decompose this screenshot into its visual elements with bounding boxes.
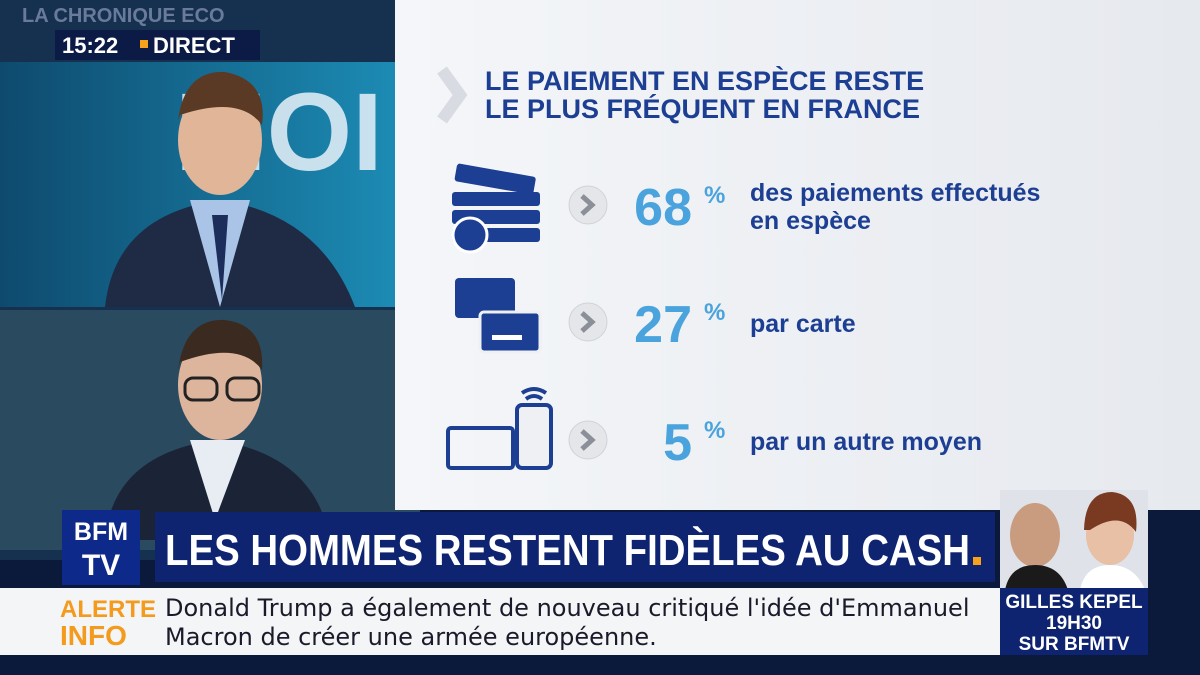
ticker-bar <box>0 588 1000 655</box>
logo-bottom: TV <box>82 549 120 582</box>
percent-value: 27 <box>634 296 692 354</box>
item-label: par carte <box>750 310 856 338</box>
ticker-tag: ALERTE <box>60 596 156 623</box>
percent-value: 68 <box>634 179 692 237</box>
ticker-tag: INFO <box>60 620 127 651</box>
promo-channel: SUR BFMTV <box>1019 634 1130 655</box>
percent-unit: % <box>704 417 725 444</box>
cheque-phone-icon <box>446 387 553 470</box>
guest-body <box>1080 565 1145 590</box>
item-label: en espèce <box>750 207 871 235</box>
promo-name: GILLES KEPEL <box>1005 592 1143 613</box>
percent-unit: % <box>704 299 725 326</box>
percent-unit: % <box>704 182 725 209</box>
bullet <box>568 302 608 342</box>
bullet-chevron <box>580 311 596 333</box>
item-label: des paiements effectués <box>750 179 1040 207</box>
guest-body <box>1005 565 1068 590</box>
info-title: LE PAIEMENT EN ESPÈCE RESTE <box>485 65 924 96</box>
clock: 15:22 <box>62 33 118 58</box>
card-icon <box>455 278 542 354</box>
headline: LES HOMMES RESTENT FIDÈLES AU CASH <box>165 525 970 575</box>
logo-top: BFM <box>74 518 128 546</box>
ticker-text: Macron de créer une armée européenne. <box>165 623 657 651</box>
live-dot <box>140 40 148 48</box>
percent-value: 5 <box>663 414 692 472</box>
cash-icon <box>451 163 540 254</box>
bullet-chevron <box>580 194 596 216</box>
logo-box <box>62 510 140 585</box>
bullet-chevron <box>580 429 596 451</box>
headline-bar <box>155 512 995 582</box>
bullet <box>568 185 608 225</box>
live-label: DIRECT <box>153 33 235 58</box>
bullet <box>568 420 608 460</box>
guest-face <box>1010 503 1060 567</box>
clock-box <box>55 30 260 60</box>
presenter-1 <box>105 71 355 307</box>
promo-box <box>1000 588 1148 655</box>
info-title: LE PLUS FRÉQUENT EN FRANCE <box>485 93 920 124</box>
ticker-text: Donald Trump a également de nouveau crit… <box>165 594 969 622</box>
promo-time: 19H30 <box>1046 613 1102 634</box>
headline-dot <box>973 557 981 565</box>
title-chevron <box>437 66 468 124</box>
item-label: par un autre moyen <box>750 428 982 456</box>
guest-hair <box>1084 492 1137 532</box>
show-name: LA CHRONIQUE ECO <box>22 5 225 27</box>
